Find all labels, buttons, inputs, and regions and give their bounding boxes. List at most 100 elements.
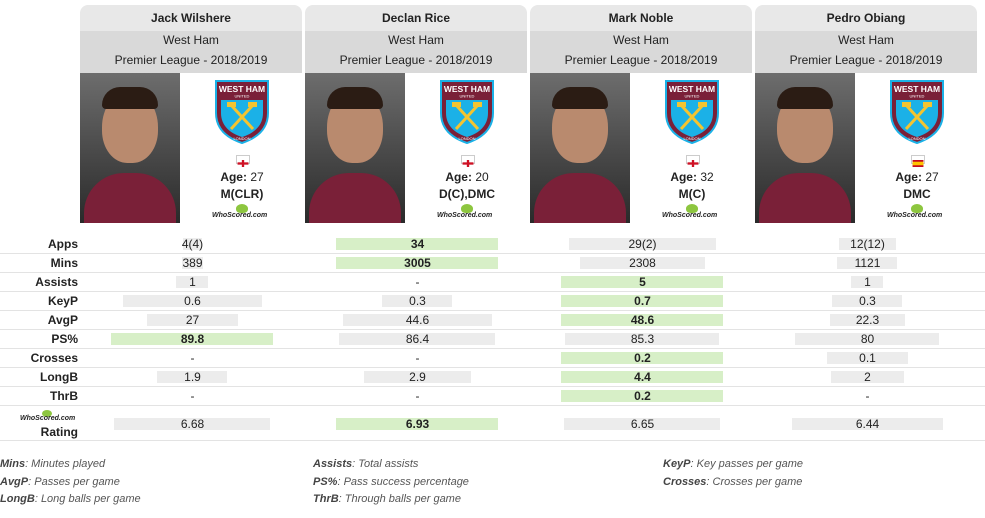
stat-cell: 0.7	[530, 292, 755, 311]
stat-value: 27	[185, 313, 200, 327]
stat-label: Apps	[48, 237, 78, 251]
stat-label: ThrB	[50, 389, 78, 403]
stat-value: 6.65	[630, 417, 655, 431]
stat-row: LongB 1.9 2.9 4.4 2	[0, 368, 985, 387]
stat-label: KeyP	[47, 294, 78, 308]
team-name[interactable]: West Ham	[530, 31, 752, 51]
stat-value: 2	[864, 370, 871, 384]
team-name[interactable]: West Ham	[80, 31, 302, 51]
stat-bar	[827, 352, 908, 364]
player-age: Age: 20	[445, 170, 489, 184]
stat-value: 0.2	[634, 351, 651, 365]
stat-cell: 6.93	[305, 415, 530, 434]
stat-value: 29(2)	[628, 237, 657, 251]
stat-cell: 6.44	[755, 415, 980, 434]
stat-cell: 3005	[305, 254, 530, 273]
stat-bar	[382, 295, 452, 307]
stat-cell: 389	[80, 254, 305, 273]
stat-row: ThrB - - 0.2 -	[0, 387, 985, 406]
stat-bar	[839, 238, 896, 250]
stat-cell: 27	[80, 311, 305, 330]
player-name[interactable]: Mark Noble	[530, 5, 752, 31]
whoscored-logo: WhoScored.com	[887, 204, 951, 220]
svg-text:UNITED: UNITED	[910, 94, 925, 99]
stat-value: 22.3	[855, 313, 880, 327]
stat-label: Mins	[50, 256, 78, 270]
team-name[interactable]: West Ham	[755, 31, 977, 51]
stat-value: 2308	[629, 256, 656, 270]
stat-bar	[114, 418, 270, 430]
legend-item: Mins: Minutes played	[0, 458, 106, 470]
stat-row: Apps 4(4) 34 29(2) 12(12)	[0, 235, 985, 254]
club-crest-icon: WEST HAM UNITED LONDON	[889, 79, 945, 145]
stat-bar	[111, 333, 273, 345]
stat-cell: 12(12)	[755, 235, 980, 254]
stat-value: 12(12)	[850, 237, 885, 251]
stat-bar	[832, 295, 902, 307]
stat-bar	[561, 371, 723, 383]
player-age: Age: 32	[670, 170, 714, 184]
stat-cell: 1.9	[80, 368, 305, 387]
player-name[interactable]: Pedro Obiang	[755, 5, 977, 31]
stat-cell: 48.6	[530, 311, 755, 330]
stat-cell: 4(4)	[80, 235, 305, 254]
stat-row: Assists 1 - 5 1	[0, 273, 985, 292]
svg-text:WEST HAM: WEST HAM	[444, 84, 490, 94]
player-card: Declan Rice West Ham Premier League - 20…	[305, 5, 527, 225]
club-crest-icon: WEST HAM UNITED LONDON	[439, 79, 495, 145]
player-age: Age: 27	[895, 170, 939, 184]
stat-cell: 86.4	[305, 330, 530, 349]
player-card: Pedro Obiang West Ham Premier League - 2…	[755, 5, 977, 225]
stat-bar	[561, 314, 723, 326]
stat-cell: -	[80, 349, 305, 368]
player-photo	[755, 73, 855, 223]
legend-item: Assists: Total assists	[313, 458, 419, 470]
spain-flag-icon	[911, 155, 925, 167]
england-flag-icon	[461, 155, 475, 167]
team-name[interactable]: West Ham	[305, 31, 527, 51]
stat-value: 2.9	[409, 370, 426, 384]
stat-row: PS% 89.8 86.4 85.3 80	[0, 330, 985, 349]
player-position: M(C)	[678, 187, 706, 201]
player-photo	[305, 73, 405, 223]
league-season: Premier League - 2018/2019	[80, 51, 302, 73]
player-position: M(CLR)	[220, 187, 264, 201]
stat-cell: -	[80, 387, 305, 406]
svg-text:WEST HAM: WEST HAM	[669, 84, 715, 94]
stat-value: 86.4	[405, 332, 430, 346]
stat-bar	[561, 295, 723, 307]
stat-value: 0.6	[184, 294, 201, 308]
stat-value: 4.4	[634, 370, 651, 384]
player-name[interactable]: Jack Wilshere	[80, 5, 302, 31]
stat-bar	[564, 418, 720, 430]
stat-cell: 89.8	[80, 330, 305, 349]
stat-value: 1.9	[184, 370, 201, 384]
svg-text:LONDON: LONDON	[233, 136, 250, 141]
stat-value: 0.3	[409, 294, 426, 308]
stat-value: 1	[189, 275, 196, 289]
player-age: Age: 27	[220, 170, 264, 184]
stat-row: Mins 389 3005 2308 1121	[0, 254, 985, 273]
stat-cell: 85.3	[530, 330, 755, 349]
stat-cell: 29(2)	[530, 235, 755, 254]
stat-cell: 0.3	[305, 292, 530, 311]
stat-row: KeyP 0.6 0.3 0.7 0.3	[0, 292, 985, 311]
stat-value: 389	[182, 256, 203, 270]
svg-text:LONDON: LONDON	[683, 136, 700, 141]
stat-cell: 4.4	[530, 368, 755, 387]
stat-value: -	[415, 351, 420, 365]
stat-value: 1	[864, 275, 871, 289]
stat-bar	[364, 371, 471, 383]
player-name[interactable]: Declan Rice	[305, 5, 527, 31]
whoscored-logo: WhoScored.com	[437, 204, 501, 220]
stat-bar	[157, 371, 227, 383]
stat-cell: 1	[755, 273, 980, 292]
stat-value: -	[865, 389, 870, 403]
player-photo	[530, 73, 630, 223]
stat-cell: 0.2	[530, 349, 755, 368]
stat-value: -	[415, 275, 420, 289]
stat-cell: 5	[530, 273, 755, 292]
svg-text:UNITED: UNITED	[685, 94, 700, 99]
stat-cell: -	[755, 387, 980, 406]
stat-value: 85.3	[630, 332, 655, 346]
